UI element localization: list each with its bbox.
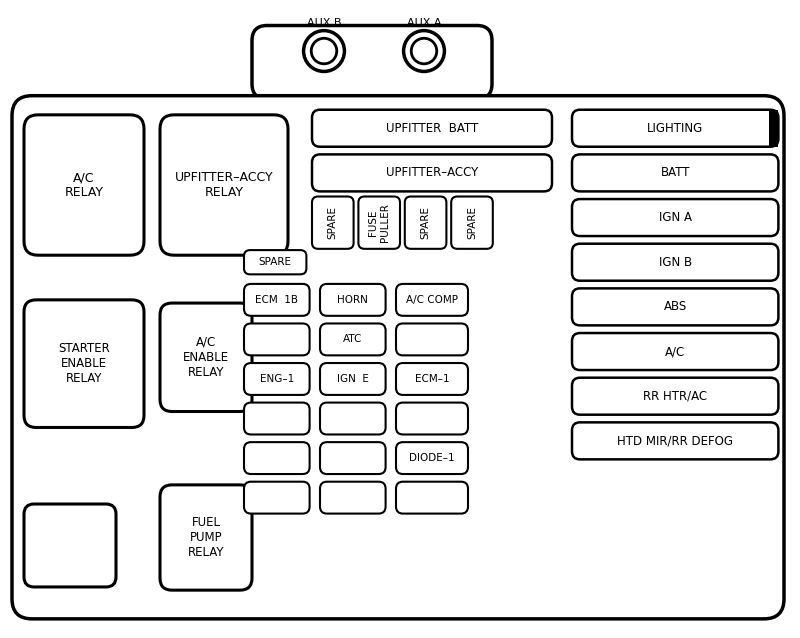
FancyBboxPatch shape: [396, 363, 468, 395]
FancyBboxPatch shape: [572, 110, 778, 147]
FancyBboxPatch shape: [396, 284, 468, 316]
FancyBboxPatch shape: [572, 199, 778, 236]
Bar: [770, 110, 778, 147]
FancyBboxPatch shape: [405, 197, 446, 249]
Text: A/C
ENABLE
RELAY: A/C ENABLE RELAY: [183, 336, 229, 379]
Text: LIGHTING: LIGHTING: [647, 122, 703, 135]
FancyBboxPatch shape: [12, 96, 784, 619]
FancyBboxPatch shape: [572, 333, 778, 370]
FancyBboxPatch shape: [24, 504, 116, 587]
FancyBboxPatch shape: [24, 300, 144, 427]
Text: UPFITTER–ACCY: UPFITTER–ACCY: [386, 167, 478, 179]
Text: ATC: ATC: [343, 334, 362, 345]
FancyBboxPatch shape: [160, 115, 288, 255]
FancyBboxPatch shape: [320, 363, 386, 395]
Text: A/C: A/C: [665, 345, 686, 358]
Text: HORN: HORN: [338, 295, 368, 305]
Text: IGN  E: IGN E: [337, 374, 369, 384]
Text: FUEL
PUMP
RELAY: FUEL PUMP RELAY: [188, 516, 224, 559]
FancyBboxPatch shape: [572, 244, 778, 281]
Circle shape: [303, 31, 345, 71]
FancyBboxPatch shape: [320, 442, 386, 474]
Text: RR HTR/AC: RR HTR/AC: [643, 390, 707, 403]
Text: A/C COMP: A/C COMP: [406, 295, 458, 305]
FancyBboxPatch shape: [572, 154, 778, 191]
FancyBboxPatch shape: [358, 197, 400, 249]
FancyBboxPatch shape: [312, 110, 552, 147]
FancyBboxPatch shape: [312, 154, 552, 191]
FancyBboxPatch shape: [244, 403, 310, 434]
Text: STARTER
ENABLE
RELAY: STARTER ENABLE RELAY: [58, 342, 110, 385]
FancyBboxPatch shape: [160, 485, 252, 590]
Text: BATT: BATT: [661, 167, 690, 179]
Text: FUSE
PULLER: FUSE PULLER: [369, 204, 390, 242]
Text: HTD MIR/RR DEFOG: HTD MIR/RR DEFOG: [618, 434, 734, 447]
FancyBboxPatch shape: [244, 363, 310, 395]
Text: ENG–1: ENG–1: [260, 374, 294, 384]
FancyBboxPatch shape: [244, 250, 306, 274]
Text: AUX B: AUX B: [306, 18, 342, 27]
FancyBboxPatch shape: [320, 323, 386, 355]
FancyBboxPatch shape: [244, 442, 310, 474]
FancyBboxPatch shape: [160, 303, 252, 412]
Text: SPARE: SPARE: [421, 206, 430, 239]
Text: ECM–1: ECM–1: [414, 374, 450, 384]
Text: UPFITTER  BATT: UPFITTER BATT: [386, 122, 478, 135]
FancyBboxPatch shape: [252, 26, 492, 99]
Text: DIODE–1: DIODE–1: [409, 453, 455, 463]
Text: SPARE: SPARE: [467, 206, 477, 239]
FancyBboxPatch shape: [244, 284, 310, 316]
FancyBboxPatch shape: [320, 403, 386, 434]
FancyBboxPatch shape: [396, 482, 468, 514]
FancyBboxPatch shape: [320, 284, 386, 316]
Text: AUX A: AUX A: [406, 18, 442, 27]
FancyBboxPatch shape: [396, 442, 468, 474]
FancyBboxPatch shape: [451, 197, 493, 249]
Text: ABS: ABS: [663, 300, 687, 313]
Text: SPARE: SPARE: [258, 257, 292, 267]
FancyBboxPatch shape: [244, 482, 310, 514]
Circle shape: [403, 31, 445, 71]
Text: UPFITTER–ACCY
RELAY: UPFITTER–ACCY RELAY: [174, 171, 274, 199]
Text: SPARE: SPARE: [328, 206, 338, 239]
FancyBboxPatch shape: [396, 403, 468, 434]
Text: IGN B: IGN B: [658, 256, 692, 269]
Text: IGN A: IGN A: [658, 211, 692, 224]
FancyBboxPatch shape: [396, 323, 468, 355]
FancyBboxPatch shape: [572, 422, 778, 459]
FancyBboxPatch shape: [312, 197, 354, 249]
Circle shape: [311, 38, 337, 64]
Circle shape: [411, 38, 437, 64]
FancyBboxPatch shape: [244, 323, 310, 355]
FancyBboxPatch shape: [320, 482, 386, 514]
FancyBboxPatch shape: [24, 115, 144, 255]
Text: A/C
RELAY: A/C RELAY: [65, 171, 103, 199]
FancyBboxPatch shape: [572, 378, 778, 415]
FancyBboxPatch shape: [572, 288, 778, 325]
Text: ECM  1B: ECM 1B: [255, 295, 298, 305]
